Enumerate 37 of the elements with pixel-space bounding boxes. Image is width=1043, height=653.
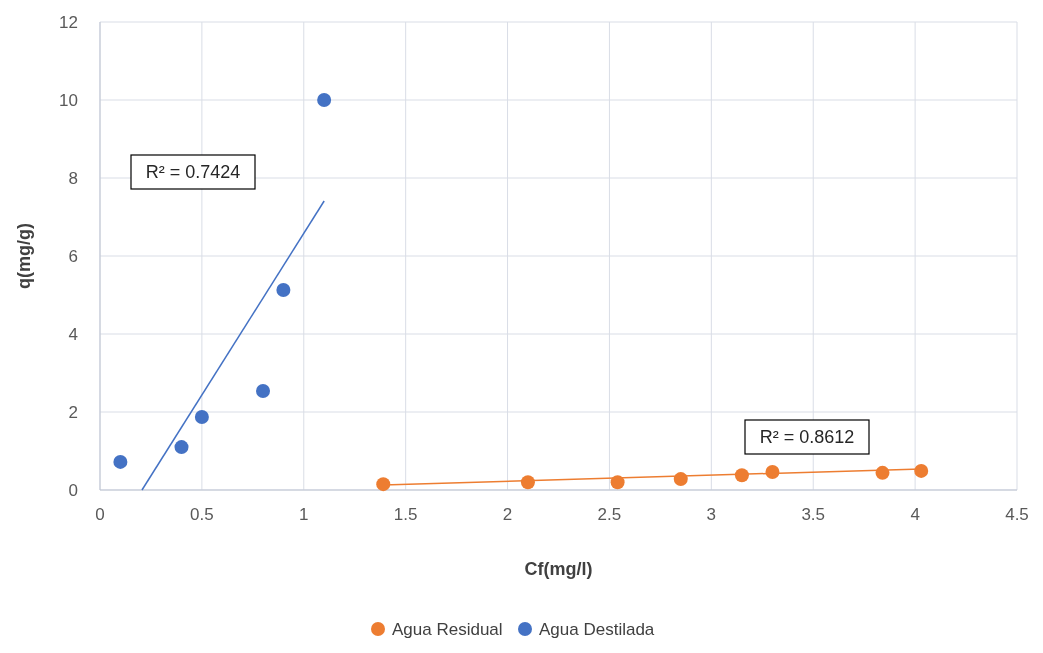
annotation: R² = 0.8612 — [759, 427, 855, 447]
point — [914, 463, 929, 478]
y-tick-label: 2 — [68, 403, 78, 422]
x-tick-label: 2.5 — [597, 505, 622, 524]
point — [734, 468, 749, 483]
x-tick-label: 4.5 — [1005, 505, 1029, 524]
x-axis-title: Cf(mg/l) — [524, 559, 593, 579]
y-tick-label: 8 — [68, 169, 78, 188]
x-tick-label: 0 — [95, 505, 105, 524]
point — [317, 93, 332, 107]
x-tick-label: 0.5 — [190, 505, 214, 524]
point — [256, 383, 271, 398]
point — [276, 282, 291, 297]
point — [520, 475, 535, 490]
point — [174, 440, 189, 455]
point — [376, 477, 391, 492]
x-tick-label: 1.5 — [393, 505, 418, 524]
legend-label: Agua Residual — [392, 620, 503, 639]
point — [673, 472, 688, 487]
annotation: R² = 0.7424 — [145, 162, 241, 182]
x-tick-label: 2 — [502, 505, 513, 524]
y-tick-label: 10 — [59, 91, 78, 110]
point — [194, 410, 209, 425]
point — [610, 475, 625, 490]
point — [875, 465, 890, 480]
x-tick-label: 4 — [910, 505, 920, 524]
y-tick-label: 0 — [68, 481, 78, 500]
legend-label: Agua Destilada — [539, 620, 655, 639]
y-axis-title: q(mg/g) — [14, 223, 34, 289]
y-tick-label: 4 — [68, 325, 78, 344]
x-tick-label: 3 — [706, 505, 717, 524]
point — [765, 465, 780, 480]
y-tick-label: 6 — [68, 247, 78, 266]
x-tick-label: 3.5 — [801, 505, 826, 524]
point — [113, 454, 128, 469]
y-tick-label: 12 — [59, 13, 78, 32]
x-tick-label: 1 — [299, 505, 309, 524]
